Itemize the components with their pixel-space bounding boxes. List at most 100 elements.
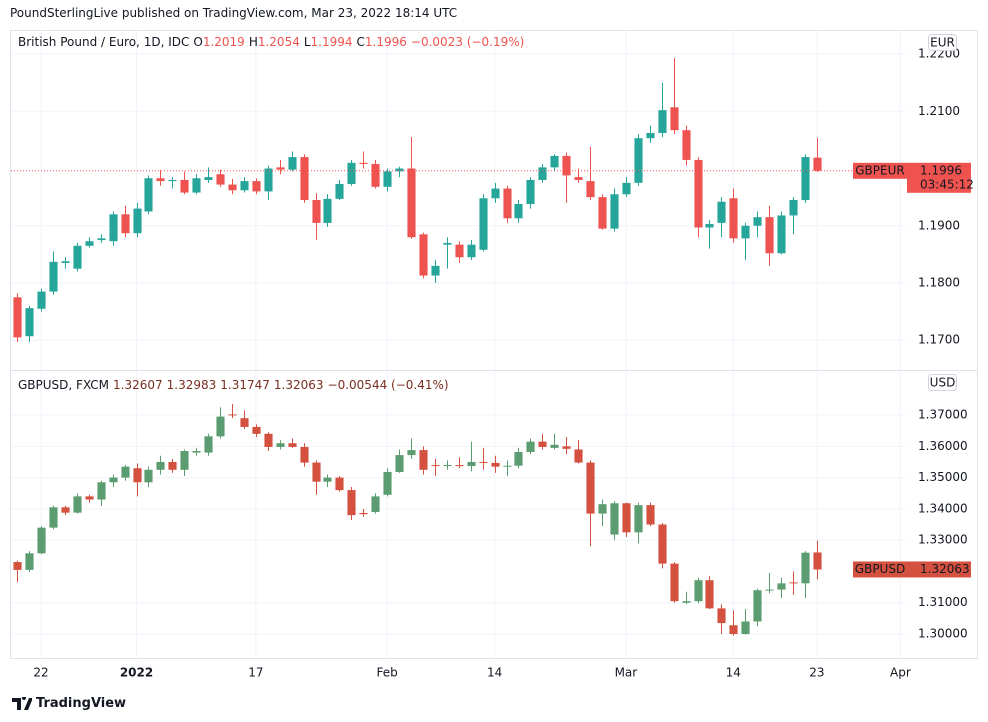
y-tick-label: 1.2100 — [918, 104, 960, 118]
price-badge — [907, 162, 971, 193]
legend-value: 1.32983 — [166, 378, 217, 392]
candle-body — [443, 242, 452, 245]
candle-body — [813, 157, 822, 171]
y-tick-label: 1.34000 — [918, 501, 968, 515]
symbol-badge — [853, 162, 907, 179]
candle-body — [801, 157, 810, 200]
candle-body — [133, 468, 142, 483]
currency-badge — [928, 34, 957, 51]
legend-value: 1.31747 — [220, 378, 270, 392]
y-tick-label: 1.33000 — [918, 533, 968, 547]
x-tick-label: Mar — [615, 666, 638, 680]
legend-key: L — [303, 35, 311, 49]
candle-body — [694, 159, 703, 228]
candle-body — [300, 157, 309, 200]
candle-body — [467, 244, 476, 258]
candle-body — [144, 469, 153, 483]
candle-body — [371, 163, 380, 187]
chart-frame — [10, 30, 978, 659]
candle-body — [204, 177, 213, 180]
candle-body — [240, 418, 249, 427]
candle-body — [610, 503, 619, 535]
candle-body — [455, 244, 464, 258]
candle-body — [121, 214, 130, 234]
candle-body — [574, 177, 583, 180]
legend: GBPUSD, FXCM 1.32607 1.32983 1.31747 1.32063… — [18, 378, 453, 392]
legend-key: C — [356, 35, 365, 49]
candle-body — [359, 512, 368, 515]
legend: British Pound / Euro, 1D, IDC O1.2019 H1.2… — [18, 35, 528, 49]
candle-body — [168, 179, 177, 182]
x-tick-label: 14 — [487, 666, 502, 680]
candle-body — [228, 184, 237, 191]
candle-body — [61, 261, 70, 263]
candle-body — [777, 583, 786, 590]
candle-body — [705, 580, 714, 609]
candle-body — [347, 490, 356, 516]
candle-body — [395, 455, 404, 472]
candle-body — [252, 181, 261, 192]
candle-body — [753, 217, 762, 226]
footer: TradingView — [12, 696, 126, 711]
y-tick-label: 1.1700 — [918, 333, 960, 347]
candle-body — [670, 107, 679, 131]
candle-body — [646, 133, 655, 139]
legend-value: 1.1994 — [310, 35, 353, 49]
price-badge-text: 1.32063 — [920, 562, 970, 576]
candle-body — [526, 441, 535, 452]
candle-body — [431, 465, 440, 467]
candle-body — [312, 200, 321, 223]
candle-body — [25, 553, 34, 570]
candle-body — [300, 446, 309, 463]
candle-body — [85, 241, 94, 246]
candle-body — [670, 563, 679, 602]
candle-body — [789, 582, 798, 584]
candle-body — [491, 462, 500, 467]
price-badge-text: 1.1996 — [920, 163, 962, 177]
candle-body — [359, 162, 368, 164]
candle-body — [610, 194, 619, 229]
symbol-badge-text: GBPUSD — [855, 562, 905, 576]
x-tick-label: 23 — [809, 666, 824, 680]
y-tick-label: 1.1900 — [918, 218, 960, 232]
candle-body — [347, 162, 356, 184]
legend-value: 1.2054 — [257, 35, 300, 49]
candle-body — [717, 608, 726, 624]
candle-body — [133, 208, 142, 234]
candle-body — [97, 238, 106, 241]
legend-change: −0.0023 (−0.19%) — [410, 35, 525, 49]
y-tick-label: 1.36000 — [918, 439, 968, 453]
currency-badge-text: EUR — [930, 36, 955, 50]
candle-body — [503, 465, 512, 467]
symbol-badge-text: GBPEUR — [855, 163, 904, 177]
candle-body — [586, 462, 595, 514]
pane — [11, 371, 906, 658]
candle-body — [777, 215, 786, 254]
candle-body — [156, 178, 165, 182]
candle-body — [13, 297, 22, 338]
x-tick-label: 22 — [33, 666, 48, 680]
candle-body — [514, 204, 523, 219]
candle-body — [371, 496, 380, 513]
candle-body — [335, 477, 344, 491]
candle-body — [335, 183, 344, 199]
candle-body — [49, 261, 58, 292]
candle-body — [514, 451, 523, 466]
candle-body — [407, 450, 416, 456]
candle-body — [288, 443, 297, 447]
candle-body — [228, 414, 237, 416]
candle-body — [479, 461, 488, 463]
y-tick-label: 1.35000 — [918, 470, 968, 484]
candle-body — [598, 504, 607, 514]
candle-body — [538, 167, 547, 180]
candle-body — [288, 157, 297, 170]
candle-body — [658, 110, 667, 134]
candle-body — [634, 505, 643, 533]
candle-body — [192, 178, 201, 193]
legend-title: British Pound / Euro, 1D, IDC — [18, 35, 190, 49]
legend-value: 1.32063 — [273, 378, 324, 392]
candle-body — [407, 168, 416, 238]
candle-body — [682, 601, 691, 603]
legend-value: 1.2019 — [202, 35, 245, 49]
